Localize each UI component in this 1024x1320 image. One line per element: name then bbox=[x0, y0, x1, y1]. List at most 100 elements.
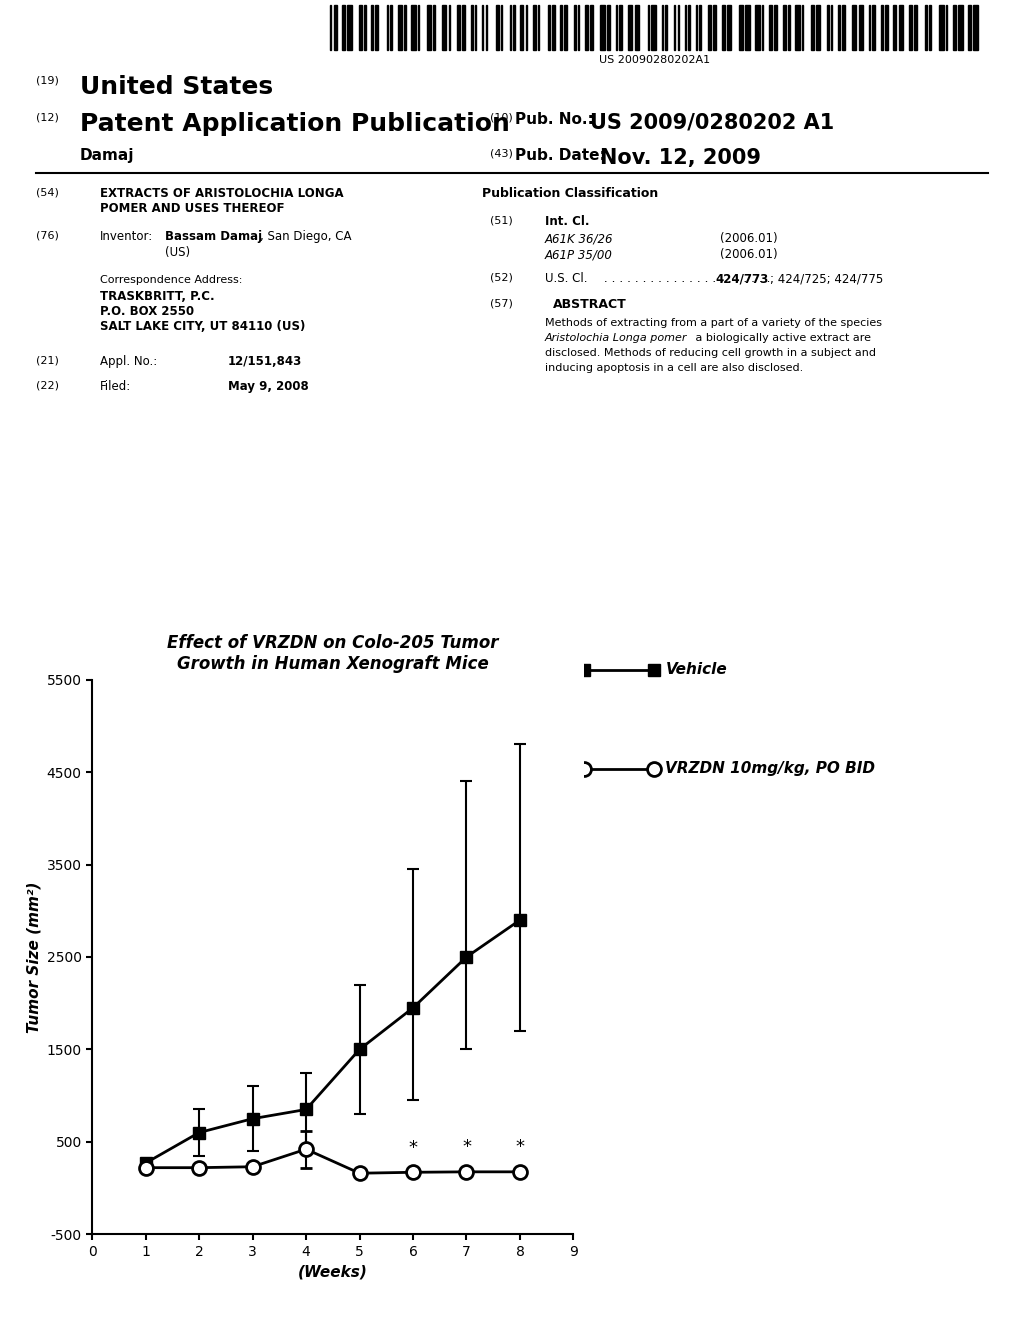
Text: U.S. Cl.: U.S. Cl. bbox=[545, 272, 588, 285]
Bar bbox=[816, 5, 820, 50]
Text: (22): (22) bbox=[36, 380, 59, 391]
Text: , San Diego, CA: , San Diego, CA bbox=[260, 230, 351, 243]
Bar bbox=[881, 5, 883, 50]
Text: SALT LAKE CITY, UT 84110 (US): SALT LAKE CITY, UT 84110 (US) bbox=[100, 321, 305, 333]
Bar bbox=[585, 5, 588, 50]
Bar bbox=[974, 5, 978, 50]
Bar bbox=[802, 5, 803, 50]
Bar bbox=[365, 5, 366, 50]
Bar bbox=[475, 5, 476, 50]
Text: a biologically active extract are: a biologically active extract are bbox=[692, 333, 871, 343]
Bar bbox=[738, 5, 743, 50]
Bar bbox=[762, 5, 763, 50]
Bar bbox=[635, 5, 639, 50]
Text: (2006.01): (2006.01) bbox=[720, 232, 777, 246]
Bar bbox=[858, 5, 863, 50]
Bar bbox=[532, 5, 536, 50]
Text: (57): (57) bbox=[490, 298, 513, 308]
Text: Damaj: Damaj bbox=[80, 148, 134, 164]
Bar bbox=[375, 5, 378, 50]
Bar bbox=[685, 5, 686, 50]
Text: *: * bbox=[515, 1138, 524, 1156]
Bar bbox=[590, 5, 593, 50]
Text: P.O. BOX 2550: P.O. BOX 2550 bbox=[100, 305, 195, 318]
Text: Pub. Date:: Pub. Date: bbox=[515, 148, 606, 164]
Bar bbox=[359, 5, 362, 50]
Bar bbox=[695, 5, 697, 50]
Text: inducing apoptosis in a cell are also disclosed.: inducing apoptosis in a cell are also di… bbox=[545, 363, 803, 374]
Text: *: * bbox=[462, 1138, 471, 1156]
Bar bbox=[520, 5, 523, 50]
Text: (2006.01): (2006.01) bbox=[720, 248, 777, 261]
Text: (19): (19) bbox=[36, 75, 58, 84]
Bar bbox=[674, 5, 676, 50]
Bar bbox=[769, 5, 772, 50]
Bar bbox=[842, 5, 845, 50]
Bar bbox=[722, 5, 725, 50]
Bar bbox=[708, 5, 711, 50]
Bar bbox=[788, 5, 790, 50]
Bar bbox=[885, 5, 888, 50]
Bar bbox=[958, 5, 963, 50]
Bar bbox=[651, 5, 655, 50]
Bar bbox=[620, 5, 623, 50]
Bar bbox=[872, 5, 876, 50]
Bar bbox=[648, 5, 649, 50]
Bar bbox=[510, 5, 511, 50]
Text: *: * bbox=[409, 1139, 418, 1156]
Bar bbox=[600, 5, 605, 50]
Text: (US): (US) bbox=[165, 246, 190, 259]
Text: US 2009/0280202 A1: US 2009/0280202 A1 bbox=[590, 112, 835, 132]
Text: 424/773: 424/773 bbox=[715, 272, 768, 285]
Text: Methods of extracting from a part of a variety of the species: Methods of extracting from a part of a v… bbox=[545, 318, 882, 329]
Text: (43): (43) bbox=[490, 148, 513, 158]
Bar bbox=[628, 5, 633, 50]
Text: Filed:: Filed: bbox=[100, 380, 131, 393]
Text: TRASKBRITT, P.C.: TRASKBRITT, P.C. bbox=[100, 290, 215, 304]
Y-axis label: Tumor Size (mm²): Tumor Size (mm²) bbox=[26, 882, 41, 1032]
Bar bbox=[666, 5, 667, 50]
Title: Effect of VRZDN on Colo-205 Tumor
Growth in Human Xenograft Mice: Effect of VRZDN on Colo-205 Tumor Growth… bbox=[167, 634, 499, 673]
Bar bbox=[745, 5, 750, 50]
Text: A61K 36/26: A61K 36/26 bbox=[545, 232, 613, 246]
Bar bbox=[830, 5, 833, 50]
Bar bbox=[774, 5, 777, 50]
Bar bbox=[387, 5, 388, 50]
Bar bbox=[713, 5, 716, 50]
Text: US 20090280202A1: US 20090280202A1 bbox=[599, 55, 711, 65]
Text: Vehicle: Vehicle bbox=[666, 663, 727, 677]
Text: A61P 35/00: A61P 35/00 bbox=[545, 248, 613, 261]
Bar bbox=[485, 5, 487, 50]
Bar bbox=[501, 5, 503, 50]
Bar bbox=[458, 5, 460, 50]
Bar bbox=[899, 5, 903, 50]
Bar bbox=[574, 5, 575, 50]
Bar bbox=[404, 5, 406, 50]
Bar bbox=[969, 5, 972, 50]
Bar bbox=[513, 5, 515, 50]
Bar bbox=[615, 5, 617, 50]
Bar bbox=[433, 5, 435, 50]
Text: (10): (10) bbox=[490, 112, 513, 121]
Bar bbox=[482, 5, 483, 50]
Text: Pub. No.:: Pub. No.: bbox=[515, 112, 594, 127]
Text: (52): (52) bbox=[490, 272, 513, 282]
Text: ; 424/725; 424/775: ; 424/725; 424/775 bbox=[770, 272, 884, 285]
Text: (51): (51) bbox=[490, 215, 513, 226]
Text: Int. Cl.: Int. Cl. bbox=[545, 215, 590, 228]
Bar bbox=[525, 5, 527, 50]
Bar bbox=[688, 5, 690, 50]
Text: (21): (21) bbox=[36, 355, 58, 366]
Text: Appl. No.:: Appl. No.: bbox=[100, 355, 158, 368]
Text: Publication Classification: Publication Classification bbox=[482, 187, 658, 201]
Bar bbox=[552, 5, 555, 50]
Bar bbox=[913, 5, 916, 50]
Bar bbox=[538, 5, 540, 50]
Bar bbox=[796, 5, 800, 50]
Bar bbox=[548, 5, 550, 50]
Bar bbox=[852, 5, 856, 50]
Bar bbox=[908, 5, 911, 50]
Bar bbox=[442, 5, 446, 50]
Bar bbox=[397, 5, 402, 50]
Bar bbox=[783, 5, 785, 50]
